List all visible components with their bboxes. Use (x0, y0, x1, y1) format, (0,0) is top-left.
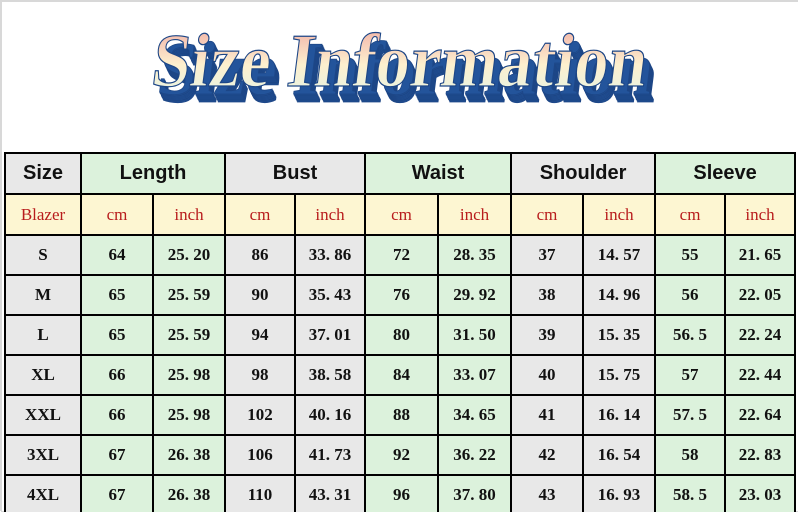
svg-text:Size Information: Size Information (148, 18, 654, 103)
